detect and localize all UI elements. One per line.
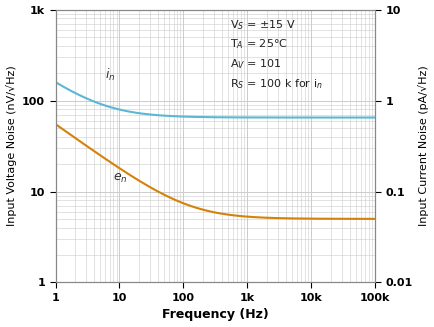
Y-axis label: Input Voltage Noise (nV/√Hz): Input Voltage Noise (nV/√Hz) [6, 66, 16, 226]
Text: e$_n$: e$_n$ [113, 172, 128, 185]
X-axis label: Frequency (Hz): Frequency (Hz) [161, 308, 268, 321]
Text: V$_S$ = ±15 V
T$_A$ = 25°C
A$_V$ = 101
R$_S$ = 100 k for i$_n$: V$_S$ = ±15 V T$_A$ = 25°C A$_V$ = 101 R… [229, 18, 322, 91]
Y-axis label: Input Current Noise (pA/√Hz): Input Current Noise (pA/√Hz) [418, 66, 428, 226]
Text: i$_n$: i$_n$ [105, 66, 115, 82]
